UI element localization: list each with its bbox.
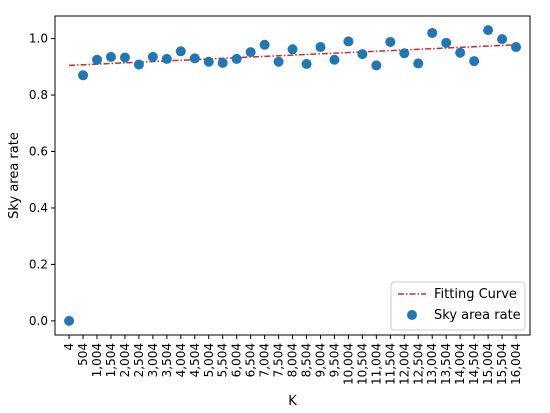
x-tick-label: 7,504 [272,343,286,377]
data-point [497,34,508,45]
y-tick-label: 0.8 [29,88,48,102]
x-tick-label: 3,504 [160,343,174,377]
data-point [371,60,382,71]
x-tick-label: 3,004 [146,343,160,377]
y-axis: 0.0 0.2 0.4 0.6 0.8 1.0 [29,32,55,328]
data-point [64,315,75,326]
x-tick-label: 10,504 [355,343,369,385]
legend-fitting-curve-label: Fitting Curve [434,287,517,302]
data-point [343,36,354,47]
plot-area [64,25,522,326]
x-tick-label: 4,004 [174,343,188,377]
x-tick-label: 14,504 [467,343,481,385]
x-tick-label: 13,004 [425,343,439,385]
x-tick-label: 15,004 [481,343,495,385]
data-point [189,53,200,64]
data-point [147,51,158,62]
x-tick-label: 16,004 [509,343,523,385]
x-tick-label: 8,504 [300,343,314,377]
x-tick-label: 4,504 [188,343,202,377]
legend-sky-area-rate-swatch [407,310,417,320]
x-tick-label: 11,004 [369,343,383,385]
x-tick-label: 9,004 [313,343,327,377]
x-tick-label: 5,004 [202,343,216,377]
plot-frame [54,15,531,336]
data-point [441,37,452,48]
x-axis-title: K [288,394,297,409]
data-point [385,36,396,47]
data-point [217,57,228,68]
legend: Fitting Curve Sky area rate [390,281,526,331]
data-point [427,27,438,38]
data-point [161,53,172,64]
data-point [231,53,242,64]
data-point [483,25,494,36]
x-tick-label: 14,004 [453,343,467,385]
data-point [119,52,130,63]
data-point [455,47,466,58]
data-point [511,42,522,53]
data-point [78,70,89,81]
data-point [357,49,368,60]
x-tick-label: 4 [62,343,76,351]
data-point [287,44,298,55]
data-point [175,46,186,57]
x-tick-label: 1,004 [90,343,104,377]
x-tick-label: 8,004 [286,343,300,377]
data-point [273,56,284,67]
x-tick-label: 13,504 [439,343,453,385]
data-point [245,47,256,58]
y-tick-label: 0.2 [29,257,48,271]
x-tick-label: 10,004 [341,343,355,385]
data-point [203,56,214,67]
x-tick-label: 12,504 [411,343,425,385]
x-tick-label: 6,504 [244,343,258,377]
x-tick-label: 2,504 [132,343,146,377]
legend-sky-area-rate-label: Sky area rate [434,308,521,323]
y-tick-label: 1.0 [29,32,48,46]
y-tick-label: 0.6 [29,145,48,159]
data-point [259,39,270,50]
data-point [399,48,410,59]
x-tick-label: 5,504 [216,343,230,377]
data-point [133,59,144,70]
data-point [329,54,340,65]
data-point [469,56,480,67]
y-tick-label: 0.4 [29,201,48,215]
fitting-curve-line [69,44,517,67]
data-point [413,58,424,69]
x-tick-label: 15,504 [495,343,509,385]
x-tick-label: 6,004 [230,343,244,377]
x-tick-label: 7,004 [258,343,272,377]
data-point [105,51,116,62]
data-point [301,58,312,69]
x-tick-label: 9,504 [327,343,341,377]
x-tick-label: 1,504 [104,343,118,377]
x-tick-label: 2,004 [118,343,132,377]
data-point [315,42,326,53]
x-tick-label: 12,004 [397,343,411,385]
data-point [92,54,103,65]
y-tick-label: 0.0 [29,314,48,328]
y-axis-title: Sky area rate [7,132,22,219]
x-tick-label: 11,504 [383,343,397,385]
x-tick-label: 504 [76,343,90,366]
x-axis: 4 504 1,004 1,504 2,004 2,504 3,004 3,504 4,004 4… [62,335,523,385]
